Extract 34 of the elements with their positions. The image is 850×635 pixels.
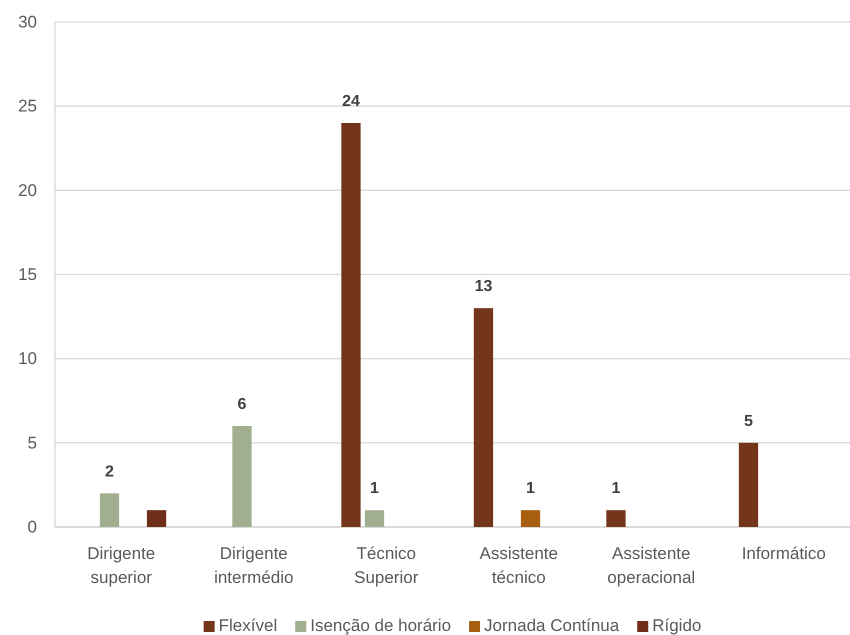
x-tick-label: Dirigente superior [87, 544, 156, 587]
data-label: 6 [238, 396, 247, 413]
data-label: 1 [526, 480, 536, 498]
bar [364, 510, 384, 527]
legend-label: Isenção de horário [310, 616, 452, 635]
bar [146, 510, 166, 527]
data-label: 2 [105, 463, 114, 480]
bar [606, 510, 626, 527]
legend-label: Jornada Contínua [484, 616, 620, 635]
data-label: 1 [370, 480, 380, 498]
bar [738, 442, 758, 527]
legend-label: Flexível [218, 616, 278, 635]
y-tick-label: 25 [18, 96, 37, 116]
x-tick-label: Assistente operacional [607, 544, 696, 587]
y-tick-label: 20 [18, 180, 37, 200]
data-label: 5 [744, 412, 754, 430]
bar [100, 493, 120, 527]
y-tick-label: 0 [28, 517, 37, 536]
x-tick-label: Técnico Superior [354, 544, 419, 587]
y-tick-label: 30 [18, 12, 37, 32]
x-tick-label: Dirigente intermédio [214, 544, 294, 587]
bar [232, 426, 252, 527]
bar [520, 510, 540, 527]
bar [474, 308, 494, 527]
y-tick-label: 10 [18, 349, 37, 368]
x-tick-label: Assistente técnico [480, 544, 558, 587]
y-tick-label: 5 [28, 433, 37, 452]
legend-label: Rígido [652, 616, 702, 635]
data-label: 1 [612, 480, 621, 498]
data-label: 24 [342, 93, 360, 110]
data-label: 13 [474, 278, 492, 296]
x-tick-label: Informático [742, 544, 826, 563]
bar [341, 123, 361, 527]
y-tick-label: 15 [18, 264, 37, 284]
